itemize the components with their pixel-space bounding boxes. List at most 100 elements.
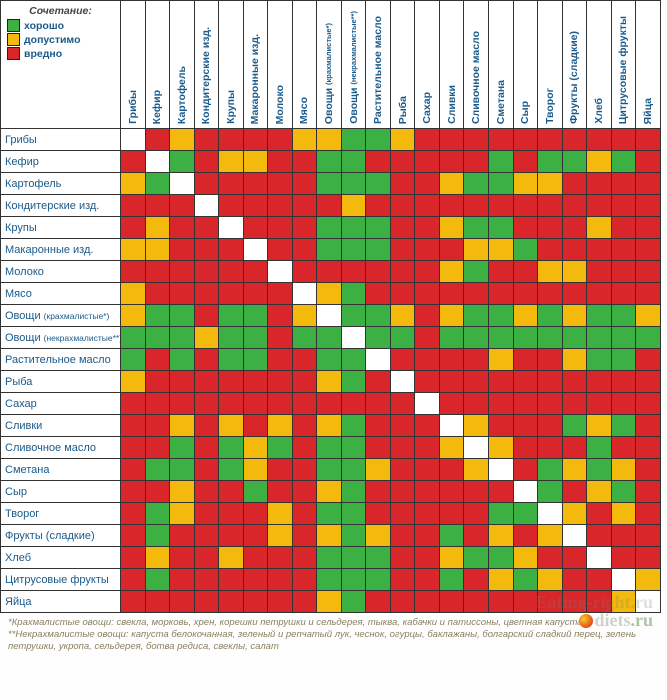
matrix-cell (587, 217, 612, 239)
matrix-cell (194, 591, 219, 613)
column-label: Сахар (421, 88, 433, 128)
matrix-cell (243, 239, 268, 261)
matrix-cell (145, 437, 170, 459)
matrix-cell (513, 239, 538, 261)
matrix-cell (121, 151, 146, 173)
matrix-cell (464, 437, 489, 459)
matrix-cell (121, 569, 146, 591)
matrix-cell (317, 173, 342, 195)
column-label: Рыба (397, 92, 409, 128)
matrix-cell (513, 459, 538, 481)
matrix-cell (562, 591, 587, 613)
matrix-cell (636, 481, 661, 503)
matrix-cell (219, 283, 244, 305)
matrix-cell (415, 261, 440, 283)
matrix-cell (219, 525, 244, 547)
matrix-cell (538, 393, 563, 415)
matrix-cell (464, 503, 489, 525)
matrix-cell (488, 217, 513, 239)
matrix-cell (121, 481, 146, 503)
matrix-cell (587, 151, 612, 173)
matrix-cell (121, 129, 146, 151)
matrix-cell (292, 459, 317, 481)
row-header: Рыба (1, 371, 121, 393)
matrix-cell (513, 371, 538, 393)
matrix-cell (121, 503, 146, 525)
matrix-cell (145, 305, 170, 327)
matrix-cell (366, 503, 391, 525)
matrix-cell (587, 591, 612, 613)
matrix-cell (243, 459, 268, 481)
matrix-cell (587, 283, 612, 305)
matrix-cell (439, 569, 464, 591)
table-row: Сахар (1, 393, 661, 415)
matrix-cell (538, 349, 563, 371)
matrix-cell (341, 129, 366, 151)
matrix-cell (538, 525, 563, 547)
matrix-cell (170, 349, 195, 371)
matrix-cell (562, 261, 587, 283)
column-header: Хлеб (587, 1, 612, 129)
matrix-cell (636, 547, 661, 569)
matrix-cell (292, 371, 317, 393)
matrix-cell (439, 415, 464, 437)
matrix-cell (587, 305, 612, 327)
matrix-cell (366, 195, 391, 217)
matrix-cell (636, 283, 661, 305)
matrix-cell (341, 481, 366, 503)
matrix-cell (366, 239, 391, 261)
matrix-cell (636, 217, 661, 239)
matrix-cell (145, 393, 170, 415)
matrix-cell (145, 349, 170, 371)
matrix-cell (121, 261, 146, 283)
matrix-cell (341, 591, 366, 613)
matrix-cell (538, 261, 563, 283)
matrix-cell (390, 393, 415, 415)
matrix-cell (538, 569, 563, 591)
matrix-cell (587, 481, 612, 503)
matrix-cell (611, 195, 636, 217)
matrix-cell (513, 173, 538, 195)
matrix-cell (194, 525, 219, 547)
matrix-cell (439, 217, 464, 239)
matrix-cell (366, 591, 391, 613)
matrix-cell (488, 569, 513, 591)
matrix-cell (366, 415, 391, 437)
matrix-cell (268, 261, 293, 283)
matrix-cell (292, 261, 317, 283)
matrix-cell (341, 327, 366, 349)
matrix-cell (390, 327, 415, 349)
table-row: Хлеб (1, 547, 661, 569)
row-header: Фрукты (сладкие) (1, 525, 121, 547)
matrix-cell (439, 459, 464, 481)
matrix-cell (219, 481, 244, 503)
matrix-cell (366, 327, 391, 349)
matrix-cell (292, 195, 317, 217)
matrix-cell (611, 261, 636, 283)
matrix-cell (145, 591, 170, 613)
matrix-cell (513, 393, 538, 415)
column-label: Растительное масло (372, 12, 384, 128)
matrix-cell (341, 195, 366, 217)
matrix-cell (219, 415, 244, 437)
matrix-cell (415, 349, 440, 371)
matrix-cell (121, 415, 146, 437)
matrix-cell (219, 239, 244, 261)
matrix-cell (121, 195, 146, 217)
matrix-cell (243, 415, 268, 437)
matrix-cell (587, 173, 612, 195)
matrix-cell (464, 283, 489, 305)
matrix-cell (317, 415, 342, 437)
table-row: Фрукты (сладкие) (1, 525, 661, 547)
matrix-cell (366, 371, 391, 393)
table-row: Овощи (некрахмалистые**) (1, 327, 661, 349)
matrix-cell (170, 481, 195, 503)
matrix-cell (562, 239, 587, 261)
table-row: Картофель (1, 173, 661, 195)
matrix-cell (121, 239, 146, 261)
matrix-cell (636, 503, 661, 525)
matrix-cell (317, 239, 342, 261)
row-header: Сыр (1, 481, 121, 503)
matrix-cell (513, 151, 538, 173)
matrix-cell (439, 503, 464, 525)
